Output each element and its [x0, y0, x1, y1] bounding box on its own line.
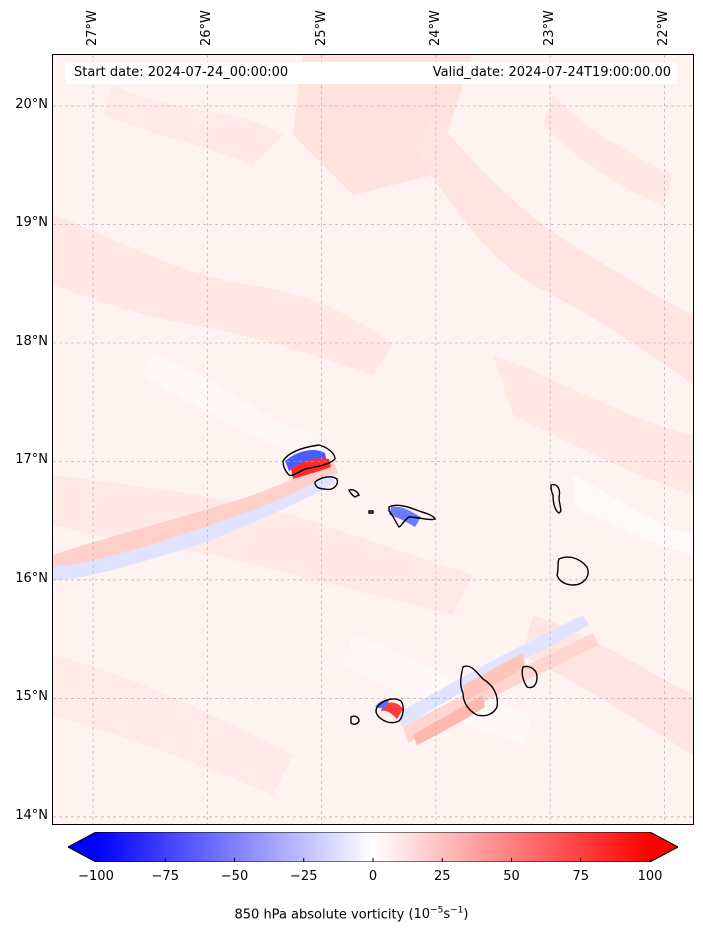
- island-fogo: [375, 698, 404, 724]
- vorticity-field: [53, 55, 693, 824]
- colorbar-unit: (10−5s−1): [408, 906, 469, 923]
- island-vorticity-highlights: [285, 449, 421, 719]
- island-santo-antao: [282, 444, 336, 477]
- lat-label: 16°N: [15, 570, 48, 586]
- island-maio: [521, 665, 538, 689]
- colorbar-tick-label: −50: [220, 869, 249, 884]
- lat-label: 15°N: [15, 689, 48, 705]
- start-date-label: Start date: 2024-07-24_00:00:00: [66, 62, 354, 84]
- near-zero-patches: [143, 355, 693, 745]
- island-sal: [550, 483, 562, 514]
- lon-label: 26°W: [199, 10, 215, 46]
- gridlines: [53, 55, 693, 824]
- colorbar-label-text: 850 hPa absolute vorticity: [234, 907, 405, 923]
- island-santiago: [460, 665, 499, 717]
- colorbar-tick-label: 0: [368, 869, 378, 884]
- colorbar-gradient: [96, 832, 650, 862]
- island-wake-streaks: [53, 460, 598, 745]
- lat-label: 19°N: [15, 215, 48, 231]
- lat-label: 18°N: [15, 333, 48, 349]
- colorbar-extend-high: [650, 832, 678, 862]
- colorbar-tick-label: −25: [290, 869, 318, 884]
- lon-label: 24°W: [427, 10, 443, 46]
- map-panel: [52, 54, 694, 825]
- colorbar-extend-low: [68, 832, 96, 862]
- colorbar-tick-label: 75: [572, 869, 590, 884]
- lon-label: 25°W: [313, 10, 329, 46]
- coastlines: [282, 444, 589, 726]
- lat-label: 14°N: [15, 807, 48, 823]
- island-sao-nicolau: [388, 504, 436, 528]
- lon-label: 27°W: [85, 10, 100, 46]
- positive-vorticity-patches: [53, 55, 693, 795]
- colorbar: [68, 832, 678, 862]
- island-raso: [368, 510, 374, 514]
- colorbar-tick-label: 100: [637, 869, 663, 884]
- lon-label: 23°W: [542, 10, 558, 46]
- island-brava: [350, 715, 360, 726]
- colorbar-tick-label: −100: [78, 869, 114, 884]
- lat-label: 17°N: [15, 452, 48, 468]
- lat-label: 20°N: [15, 96, 48, 112]
- island-santa-luzia: [348, 489, 360, 498]
- colorbar-label: 850 hPa absolute vorticity (10−5s−1): [0, 906, 703, 922]
- colorbar-tick-label: 50: [503, 869, 520, 884]
- colorbar-tick-label: 25: [433, 869, 451, 884]
- island-boa-vista: [556, 556, 589, 586]
- island-sao-vicente: [314, 476, 339, 491]
- lon-label: 22°W: [656, 10, 672, 46]
- colorbar-tick-label: −75: [151, 869, 179, 884]
- valid-date-label: Valid_date: 2024-07-24T19:00:00.00: [346, 62, 677, 84]
